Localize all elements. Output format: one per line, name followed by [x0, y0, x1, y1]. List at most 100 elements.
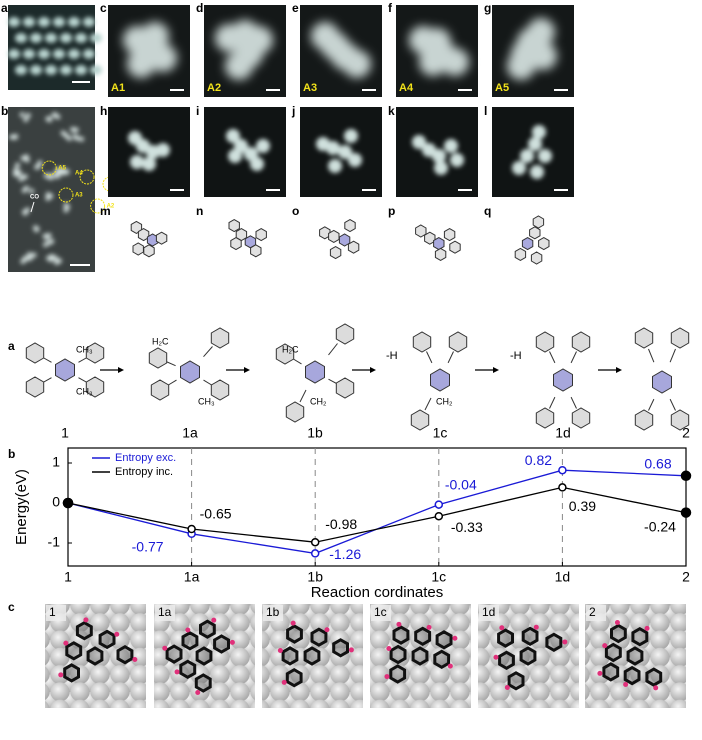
- ring: [571, 407, 591, 429]
- stm-blob: [71, 127, 77, 133]
- bond: [426, 351, 433, 364]
- ring: [150, 379, 170, 401]
- series-line: [67, 486, 687, 543]
- stm-blob: [127, 50, 155, 78]
- hydrogen: [384, 674, 390, 680]
- hydrogen: [653, 685, 659, 691]
- ring: [132, 242, 144, 256]
- ring: [285, 401, 305, 423]
- stm-blob: [520, 149, 534, 163]
- value-label: -1.26: [329, 546, 361, 562]
- legend-label: Entropy inc.: [115, 466, 173, 478]
- ring: [155, 231, 168, 245]
- ring: [255, 228, 267, 242]
- stm-blob: [48, 257, 54, 263]
- stm-blob: [90, 65, 102, 75]
- group-label: H₂C: [282, 344, 299, 354]
- bond: [203, 346, 213, 358]
- hydrogen: [499, 625, 505, 631]
- stm-blob: [16, 170, 22, 176]
- panel-label: g: [484, 1, 491, 15]
- adsorbate-label: A1: [111, 82, 125, 94]
- stm-blob: [63, 202, 69, 208]
- stm-features: [8, 17, 102, 75]
- ring: [213, 634, 230, 654]
- structure-image: 2: [585, 604, 686, 708]
- ring: [424, 231, 436, 245]
- ring: [521, 237, 534, 251]
- stm-blob: [8, 49, 20, 59]
- stm-blob: [343, 50, 371, 78]
- stm-blob: [45, 65, 57, 75]
- panel-label: o: [292, 204, 299, 218]
- value-label: -0.65: [200, 506, 232, 522]
- stm-blob: [48, 175, 54, 181]
- stm-features: [215, 20, 273, 80]
- molecule: [148, 327, 230, 401]
- x-tick-label: 1: [64, 569, 72, 585]
- stm-blob: [68, 17, 80, 27]
- stm-blob: [72, 134, 78, 140]
- stm-blob: [344, 129, 358, 143]
- stm-blob: [419, 48, 447, 76]
- x-tick-label: 2: [682, 569, 690, 585]
- stm-blob: [25, 207, 31, 213]
- ring: [507, 671, 525, 691]
- ring: [670, 409, 690, 431]
- ring: [332, 638, 349, 658]
- ring: [410, 409, 430, 431]
- stm-image-b: A5A4A1A3A2CO: [8, 107, 127, 272]
- hydrogen: [614, 620, 620, 626]
- stm-blob: [23, 117, 29, 123]
- stm-blob: [35, 164, 41, 170]
- ring: [389, 644, 407, 665]
- stm-blob: [38, 17, 50, 27]
- value-label: -0.98: [325, 516, 357, 532]
- ring: [305, 360, 325, 384]
- molecule-sketch: [319, 219, 360, 260]
- stm-blob: [33, 225, 39, 231]
- ring: [335, 377, 355, 399]
- ring: [631, 626, 649, 647]
- stm-blob: [412, 135, 426, 149]
- structure-image: 1b: [262, 604, 363, 708]
- ring: [329, 246, 342, 260]
- ring: [412, 331, 432, 353]
- bond: [570, 396, 577, 409]
- ring: [285, 667, 303, 688]
- stm-blob: [142, 157, 156, 171]
- stm-blob: [30, 33, 42, 43]
- ring: [571, 331, 591, 353]
- stm-blob: [529, 42, 557, 70]
- ring: [521, 626, 539, 647]
- ring: [498, 650, 515, 671]
- highlight-circle: [90, 198, 106, 214]
- stm-image: A2: [204, 5, 286, 97]
- overview-label: A2: [107, 204, 115, 210]
- ring: [55, 358, 75, 382]
- label-box: [263, 605, 283, 621]
- ring: [545, 632, 563, 653]
- ring: [634, 327, 654, 349]
- hydrogen: [281, 679, 287, 685]
- adsorbate-label: A4: [399, 82, 414, 94]
- group-label: H₂C: [152, 336, 169, 346]
- stm-blob: [75, 33, 87, 43]
- panel-label: q: [484, 204, 491, 218]
- hydrogen: [229, 639, 235, 645]
- ring: [137, 228, 150, 242]
- data-point: [680, 507, 692, 518]
- bond: [549, 396, 556, 409]
- bond: [648, 398, 655, 411]
- stm-blob: [20, 174, 26, 180]
- ring: [328, 229, 340, 243]
- ring: [604, 642, 622, 663]
- data-point: [558, 483, 567, 492]
- ring: [553, 368, 573, 392]
- group-label: CH₃: [76, 386, 93, 396]
- arrow-head: [616, 367, 622, 373]
- stm-blob: [450, 153, 464, 167]
- label-box: [586, 605, 606, 621]
- stm-background: [492, 107, 574, 197]
